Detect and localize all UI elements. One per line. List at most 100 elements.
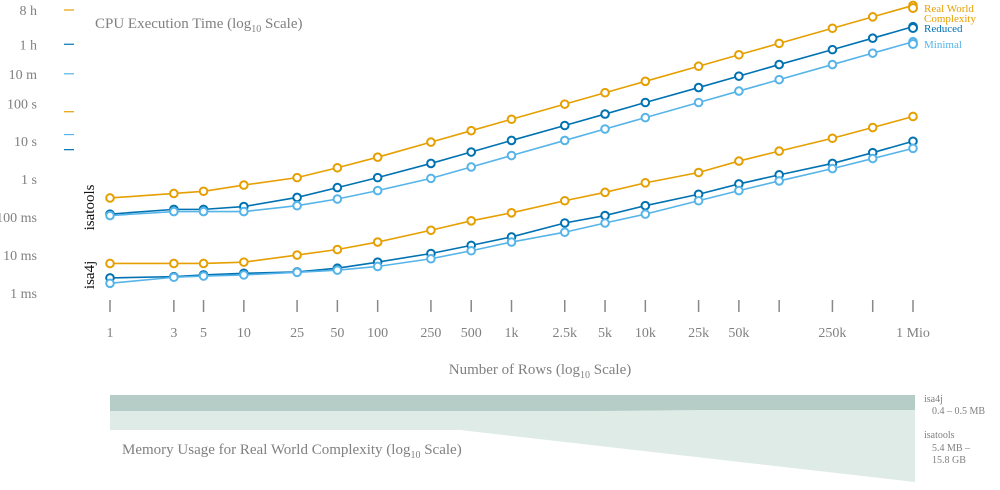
data-point [559, 195, 570, 206]
data-point [827, 163, 838, 174]
x-tick-label: 50k [728, 326, 749, 341]
data-point [169, 272, 179, 283]
y-tick-label: 10 s [14, 135, 37, 150]
memory-usage-section: Memory Usage for Real World Complexity (… [110, 394, 985, 482]
data-point [908, 111, 918, 122]
data-point [239, 257, 249, 267]
chart-title-tail: Scale) [261, 16, 302, 32]
memory-range-isa4j: 0.4 – 0.5 MB [932, 406, 985, 417]
data-point [693, 97, 704, 108]
data-point [506, 207, 517, 218]
data-point [827, 59, 838, 70]
memory-title-main: Memory Usage for Real World Complexity (… [122, 442, 411, 458]
data-point [198, 206, 209, 217]
data-point [734, 156, 744, 166]
data-point [559, 218, 570, 228]
data-point [372, 172, 383, 183]
x-tick-label: 100 [367, 326, 388, 341]
data-point [827, 44, 838, 55]
data-point [559, 227, 570, 238]
data-point [640, 76, 651, 87]
data-point [239, 206, 249, 217]
y-tick-label: 10 ms [3, 249, 37, 264]
y-tick-label: 10 m [9, 68, 38, 83]
data-point [198, 258, 209, 269]
data-point [774, 176, 784, 186]
tool-labels: isatools isa4j [82, 184, 98, 289]
data-point [372, 237, 383, 247]
data-point [693, 82, 704, 93]
data-point [867, 122, 878, 133]
data-point [867, 12, 878, 22]
legend-marker [908, 39, 918, 49]
data-point [640, 97, 651, 108]
data-point [169, 258, 179, 269]
memory-title-tail: Scale) [420, 442, 461, 458]
memory-band-isa4j [110, 395, 915, 411]
memory-range-isatools-line1: 5.4 MB – [932, 443, 971, 454]
x-axis-label-subscript: 10 [580, 370, 590, 381]
y-tick-label: 1 s [21, 173, 37, 188]
memory-title: Memory Usage for Real World Complexity (… [122, 442, 462, 461]
x-tick-label: 25k [688, 326, 709, 341]
data-point [734, 49, 744, 60]
data-point [332, 162, 343, 173]
x-axis: 1 3 5 10 25 50 100 250 500 1k 2.5k 5k 10k 25k 50k 250k 1… [107, 300, 930, 341]
data-point [426, 158, 436, 169]
x-tick-label: 10 [237, 326, 251, 341]
data-point [239, 180, 249, 190]
chart-title-subscript: 10 [251, 24, 261, 35]
tool-label: isa4j [82, 261, 98, 289]
data-point [867, 48, 878, 58]
data-point [426, 137, 436, 147]
series [105, 0, 918, 203]
data-point [600, 124, 610, 134]
data-point [559, 99, 570, 109]
data-point [239, 270, 249, 280]
data-point [292, 267, 302, 278]
legend-label: Minimal [924, 39, 962, 51]
tool-label: isatools [82, 184, 98, 230]
data-point [466, 245, 477, 256]
data-point [105, 193, 115, 203]
data-point [734, 185, 744, 196]
chart-title-main: CPU Execution Time (log [95, 16, 252, 32]
data-point [198, 271, 209, 281]
data-point [506, 237, 517, 247]
series-layer [105, 0, 918, 289]
x-tick-label: 500 [461, 326, 482, 341]
x-axis-label-main: Number of Rows (log [449, 362, 581, 378]
legend-marker [908, 3, 918, 13]
data-point [693, 195, 704, 206]
data-point [908, 143, 918, 154]
data-point [506, 114, 517, 125]
data-point [867, 153, 878, 164]
data-point [734, 86, 744, 96]
data-point [105, 210, 115, 221]
data-point [640, 200, 651, 211]
x-tick-label: 10k [635, 326, 656, 341]
memory-band-isatools [110, 410, 915, 482]
series [105, 36, 918, 221]
data-point [559, 135, 570, 146]
data-point [332, 194, 343, 204]
series [105, 111, 918, 269]
memory-range-isatools-line2: 15.8 GB [932, 455, 966, 466]
data-point [198, 186, 209, 197]
x-axis-label-tail: Scale) [590, 362, 631, 378]
x-axis-label: Number of Rows (log10 Scale) [449, 362, 631, 381]
data-point [332, 265, 343, 275]
data-point [640, 178, 651, 188]
data-point [600, 187, 610, 198]
data-point [292, 192, 302, 203]
series-line [109, 40, 914, 217]
memory-title-subscript: 10 [410, 450, 420, 461]
y-tick-label: 1 h [20, 38, 38, 53]
data-point [693, 61, 704, 72]
data-point [466, 147, 477, 157]
data-point [693, 167, 704, 178]
y-axis: 1 ms 10 ms 100 ms 1 s 10 s 100 s 10 m 1 h 8 h [0, 4, 74, 302]
x-tick-label: 1k [505, 326, 519, 341]
data-point [169, 188, 179, 199]
